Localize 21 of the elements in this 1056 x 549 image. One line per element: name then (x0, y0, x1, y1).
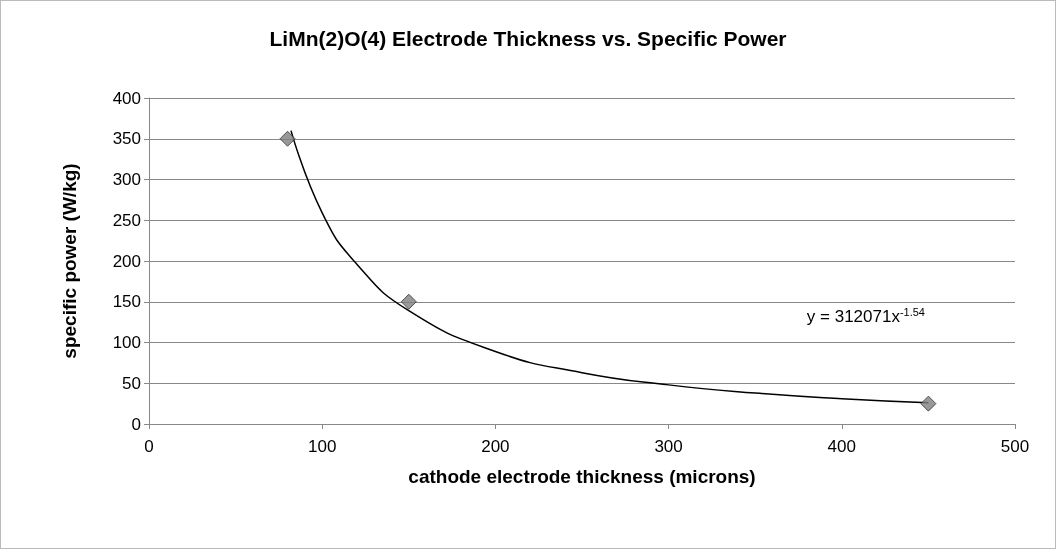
x-tick-label: 300 (654, 437, 683, 456)
point (400, 293, 417, 310)
y-tick-label: 400 (112, 88, 141, 108)
y-tick-label: 250 (112, 210, 141, 230)
y-axis-title: specific power (W/kg) (59, 163, 80, 359)
x-tick-label: 0 (144, 437, 154, 456)
x-tick-label: 200 (481, 437, 510, 456)
x-axis-title: cathode electrode thickness (microns) (408, 466, 756, 487)
y-tick-label: 50 (122, 373, 141, 393)
y-tick-label: 0 (131, 414, 141, 434)
x-tick-label: 500 (1000, 437, 1030, 456)
x-tick-label: 100 (308, 437, 337, 456)
y-tick-label: 350 (112, 129, 141, 149)
y-tick-label: 300 (112, 170, 141, 189)
y-tick-label: 100 (112, 333, 141, 352)
y-tick-label: 150 (112, 292, 141, 312)
x-tick-label: 400 (827, 437, 856, 456)
y-tick-label: 200 (112, 251, 141, 271)
point (920, 395, 937, 412)
point (279, 130, 296, 147)
chart-title: LiMn(2)O(4) Electrode Thickness vs. Specific Power (269, 27, 787, 50)
